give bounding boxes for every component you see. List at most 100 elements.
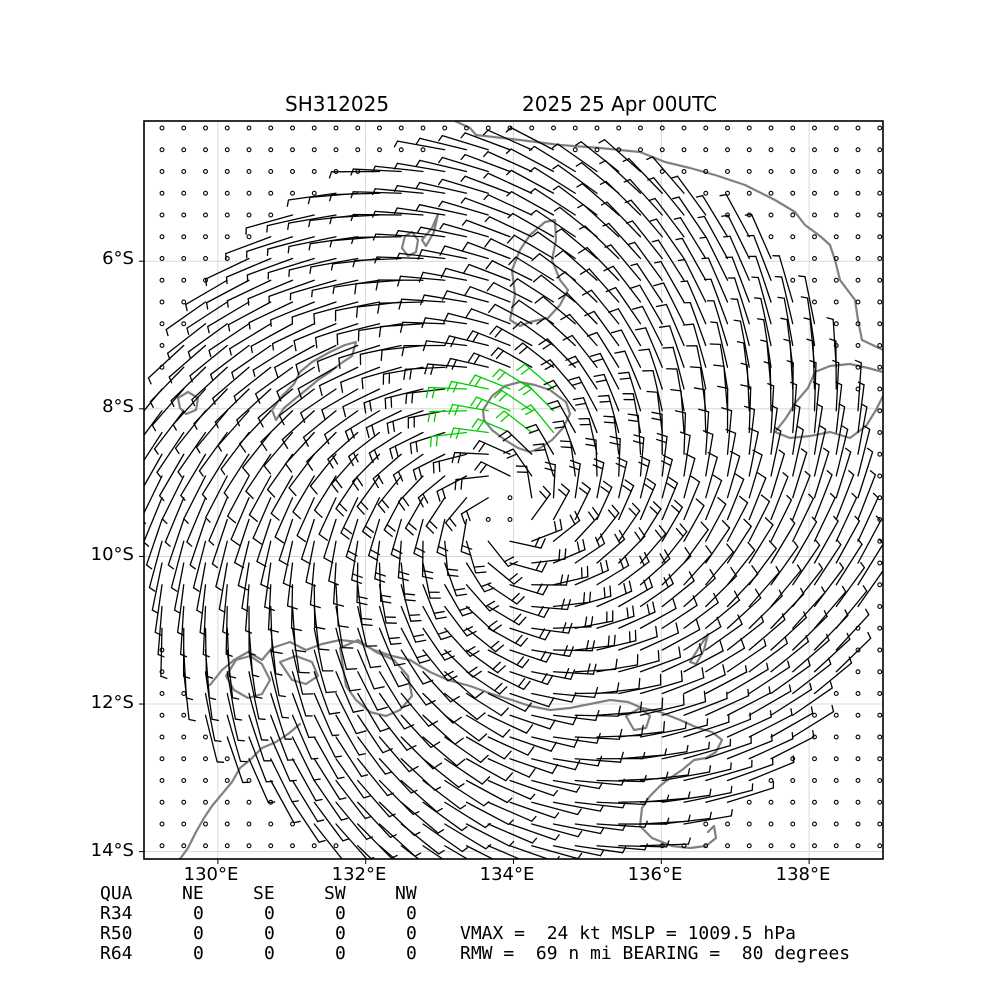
calm-marker	[900, 713, 904, 717]
wind-barb	[198, 431, 228, 477]
wind-barb	[701, 257, 729, 303]
wind-barb	[204, 714, 225, 763]
calm-marker	[703, 821, 709, 827]
coastline-islet-b	[420, 212, 440, 248]
calm-marker	[877, 299, 883, 305]
calm-marker	[790, 277, 796, 283]
wind-barb	[748, 449, 763, 499]
calm-marker	[725, 212, 730, 218]
wind-barb	[246, 236, 294, 259]
calm-marker	[268, 799, 274, 805]
wind-barb	[683, 809, 733, 825]
wind-barb	[444, 714, 488, 742]
wind-barb	[170, 366, 207, 408]
wind-barb	[792, 425, 804, 477]
wind-barb	[465, 779, 513, 804]
wind-barb	[267, 584, 280, 633]
wind-barb	[813, 585, 847, 629]
wind-barb	[350, 191, 402, 199]
wind-barb	[438, 156, 489, 173]
calm-marker	[812, 299, 817, 305]
wind-barb	[205, 279, 250, 310]
wind-barb	[487, 823, 538, 844]
wind-barb	[748, 708, 793, 738]
wind-barb	[639, 721, 687, 738]
wind-barb	[487, 540, 518, 567]
wind-barb	[683, 691, 728, 716]
wind-barb	[323, 410, 359, 445]
calm-marker	[572, 125, 578, 131]
wind-barb	[857, 470, 877, 521]
calm-marker	[659, 125, 665, 131]
wind-barb	[487, 562, 523, 585]
calm-marker	[855, 625, 861, 631]
wind-barb	[372, 188, 424, 196]
wind-barb	[654, 260, 685, 303]
wind-barb	[350, 168, 402, 176]
calm-marker	[203, 212, 208, 218]
wind-barb	[514, 342, 555, 368]
wind-barb	[281, 410, 315, 450]
wind-barb	[705, 474, 723, 521]
wind-barb	[329, 236, 381, 248]
calm-marker	[159, 843, 165, 849]
wind-barb	[454, 475, 489, 491]
wind-barb	[509, 779, 559, 797]
wind-barb	[653, 282, 685, 325]
calm-marker	[812, 234, 817, 240]
wind-barb	[400, 823, 445, 855]
wind-barb	[585, 437, 598, 477]
wind-barb	[574, 634, 616, 651]
wind-barb	[451, 451, 489, 464]
wind-barb	[630, 263, 663, 303]
calm-marker	[246, 125, 252, 131]
calm-marker	[812, 734, 817, 740]
lat-label-6s: 6°S	[102, 248, 134, 269]
wind-barb	[658, 325, 685, 368]
wind-barb	[534, 295, 576, 325]
wind-barb	[276, 366, 315, 402]
wind-barb	[270, 758, 299, 803]
wind-barb	[638, 348, 663, 390]
wind-barb	[193, 388, 228, 430]
wind-barb	[531, 485, 551, 521]
wind-barb	[532, 274, 576, 303]
wind-barb	[661, 643, 703, 673]
wind-barb	[270, 692, 293, 740]
wind-barb	[236, 388, 272, 427]
wind-barb	[683, 568, 716, 608]
calm-marker	[203, 169, 208, 174]
wind-barb	[231, 344, 272, 380]
axis-ticks	[139, 260, 810, 864]
calm-marker	[877, 125, 883, 131]
wind-barb	[661, 595, 698, 629]
wind-barb	[422, 779, 467, 810]
wind-barb	[628, 241, 663, 281]
wind-barb	[809, 359, 817, 412]
wind-barb	[577, 203, 620, 238]
calm-marker	[224, 125, 230, 131]
calm-marker	[768, 212, 774, 218]
wind-barb	[421, 317, 468, 329]
calm-marker	[746, 169, 752, 174]
wind-barb	[248, 627, 260, 678]
wind-barb	[400, 671, 436, 706]
wind-barb	[552, 801, 605, 812]
coastline-aru-islands	[481, 380, 572, 454]
calm-marker	[855, 190, 861, 196]
wind-barb	[400, 627, 431, 664]
wind-barb	[466, 330, 511, 347]
wind-barb	[509, 536, 546, 549]
wind-barb	[726, 638, 767, 673]
calm-marker	[768, 125, 774, 131]
wind-barb	[599, 159, 642, 194]
calm-marker	[246, 169, 252, 174]
table-cell: 0	[193, 903, 204, 924]
calm-marker	[572, 147, 578, 153]
calm-marker	[181, 125, 187, 131]
wind-barb	[313, 823, 351, 859]
wind-barb	[618, 601, 656, 629]
calm-marker	[812, 125, 817, 131]
wind-barb	[313, 475, 337, 518]
wind-barb	[618, 502, 641, 542]
